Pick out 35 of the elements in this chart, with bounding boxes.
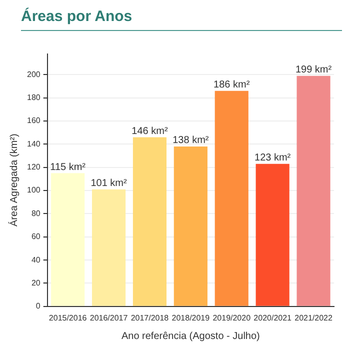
y-tick-label: 180: [26, 93, 41, 102]
data-label: 123 km²: [254, 152, 292, 164]
y-tick-label: 80: [31, 208, 41, 218]
y-tick-label: 200: [26, 70, 41, 79]
x-tick-label: 2020/2021: [254, 313, 292, 322]
x-axis-title: Ano referência (Agosto - Julho): [121, 330, 260, 342]
data-label: 146 km²: [132, 126, 168, 137]
bar: [92, 189, 126, 306]
y-tick-label: 160: [26, 116, 41, 126]
data-label: 186 km²: [214, 80, 250, 91]
bar: [214, 90, 248, 306]
x-tick-label: 2021/2022: [294, 313, 333, 322]
y-tick-label: 60: [31, 232, 41, 242]
x-tick-label: 2017/2018: [130, 313, 170, 322]
x-tick-label: 2015/2016: [48, 313, 88, 322]
bar: [174, 146, 208, 306]
y-tick-label: 140: [26, 139, 41, 148]
bar: [51, 173, 85, 306]
x-tick-label: 2016/2017: [90, 313, 128, 322]
y-tick-label: 0: [36, 302, 41, 311]
data-label: 199 km²: [295, 64, 332, 76]
chart-title: Áreas por Anos: [21, 8, 132, 25]
bar: [132, 137, 167, 306]
y-axis-title: Área Agregada (km²): [8, 134, 20, 227]
bar: [296, 76, 330, 306]
bar: [256, 164, 290, 306]
data-label: 115 km²: [50, 162, 86, 173]
y-tick-label: 120: [26, 162, 41, 172]
data-label: 101 km²: [90, 178, 128, 190]
y-tick-label: 40: [31, 255, 41, 264]
x-tick-label: 2019/2020: [212, 313, 252, 322]
x-tick-label: 2018/2019: [172, 313, 210, 322]
y-tick-label: 100: [26, 186, 41, 195]
y-tick-label: 20: [31, 278, 41, 288]
data-label: 138 km²: [172, 135, 210, 146]
